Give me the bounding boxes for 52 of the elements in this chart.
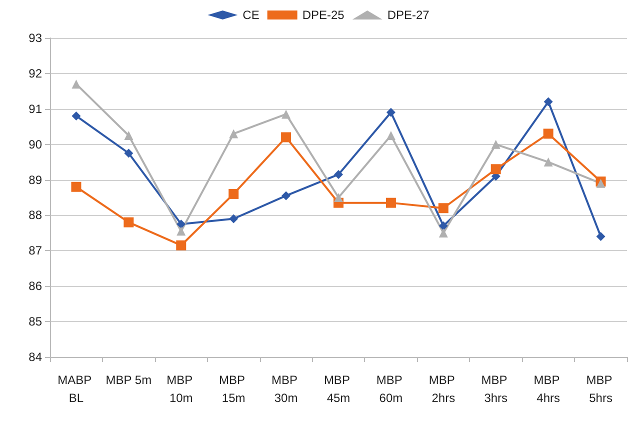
legend-label: CE [242,8,260,22]
legend-label: DPE-27 [387,8,430,22]
point [491,140,500,149]
x-tick-label: MBP 45m [324,373,354,405]
y-tick-label: 85 [28,314,42,329]
y-tick-label: 93 [28,31,42,45]
point [544,97,553,106]
x-tick-label: MBP 4hrs [534,373,563,405]
y-tick-label: 92 [28,66,42,80]
point [228,188,239,199]
point [229,129,238,138]
x-tick-label: MABP BL [58,373,95,405]
x-tick-label: MBP 5hrs [586,373,616,405]
x-tick-label: MBP 5m [106,373,152,387]
y-tick-label: 86 [28,279,42,294]
point [282,110,291,119]
point [438,203,448,214]
point [438,221,448,230]
point [124,130,134,140]
point [124,217,134,228]
point [124,148,134,158]
point [282,191,291,200]
y-tick-label: 84 [28,350,42,364]
point [544,158,553,167]
legend-label: DPE-25 [302,8,345,22]
point [176,226,186,236]
point [229,214,238,224]
point [71,182,82,192]
x-tick-label: MBP 10m [166,373,196,405]
point [281,132,292,142]
x-tick-label: MBP 30m [271,373,301,405]
x-tick-label: MBP 15m [219,373,248,405]
point [543,128,554,139]
point [490,164,501,174]
point [72,111,81,120]
point [596,232,606,241]
y-tick-label: 87 [28,244,42,258]
point [438,228,448,238]
point [334,193,343,202]
point [176,240,186,250]
y-tick-label: 90 [28,137,42,152]
x-tick-label: MBP 3hrs [481,373,510,405]
point [386,198,396,208]
x-tick-label: MBP 2hrs [428,373,458,405]
point [386,108,396,117]
y-tick-label: 91 [28,102,42,116]
y-tick-label: 89 [28,172,42,187]
y-tick-label: 88 [28,208,42,222]
point [334,170,343,179]
point [386,130,396,140]
point [176,220,186,229]
x-tick-label: MBP 60m [376,373,406,405]
